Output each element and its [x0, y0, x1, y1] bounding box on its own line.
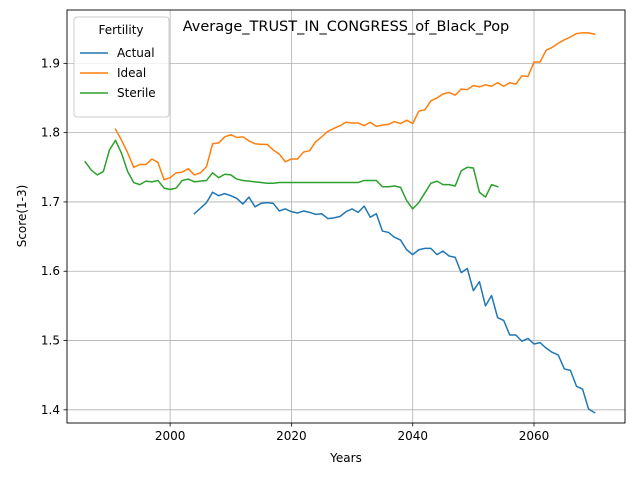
x-tick-label: 2040	[397, 429, 428, 443]
y-tick-label: 1.9	[41, 56, 60, 70]
legend-label-actual: Actual	[117, 46, 155, 60]
legend: Fertility Actual Ideal Sterile	[73, 16, 170, 118]
plot-frame	[66, 9, 626, 424]
legend-title: Fertility	[98, 23, 143, 37]
legend-items: Actual Ideal Sterile	[80, 46, 156, 100]
y-axis-ticks: 1.4 1.5 1.6 1.7 1.8 1.9	[41, 56, 67, 417]
x-axis-ticks: 2000 2020 2040 2060	[155, 423, 549, 443]
series-line-actual	[193, 191, 596, 414]
y-tick-label: 1.4	[41, 403, 60, 417]
grid-lines	[67, 10, 625, 423]
x-tick-label: 2000	[155, 429, 186, 443]
legend-box	[73, 16, 170, 118]
y-axis-title: Score(1-3)	[15, 185, 29, 248]
chart-title: Average_TRUST_IN_CONGRESS_of_Black_Pop	[183, 19, 510, 35]
series-line-ideal	[114, 32, 596, 181]
y-tick-label: 1.7	[41, 195, 60, 209]
x-tick-label: 2060	[519, 429, 550, 443]
legend-label-sterile: Sterile	[117, 86, 156, 100]
series-lines	[84, 32, 596, 414]
legend-label-ideal: Ideal	[117, 66, 146, 80]
x-tick-label: 2020	[276, 429, 307, 443]
y-tick-label: 1.5	[41, 334, 60, 348]
series-line-sterile	[84, 139, 499, 210]
x-axis-title: Years	[329, 451, 362, 465]
y-tick-label: 1.6	[41, 264, 60, 278]
y-tick-label: 1.8	[41, 126, 60, 140]
